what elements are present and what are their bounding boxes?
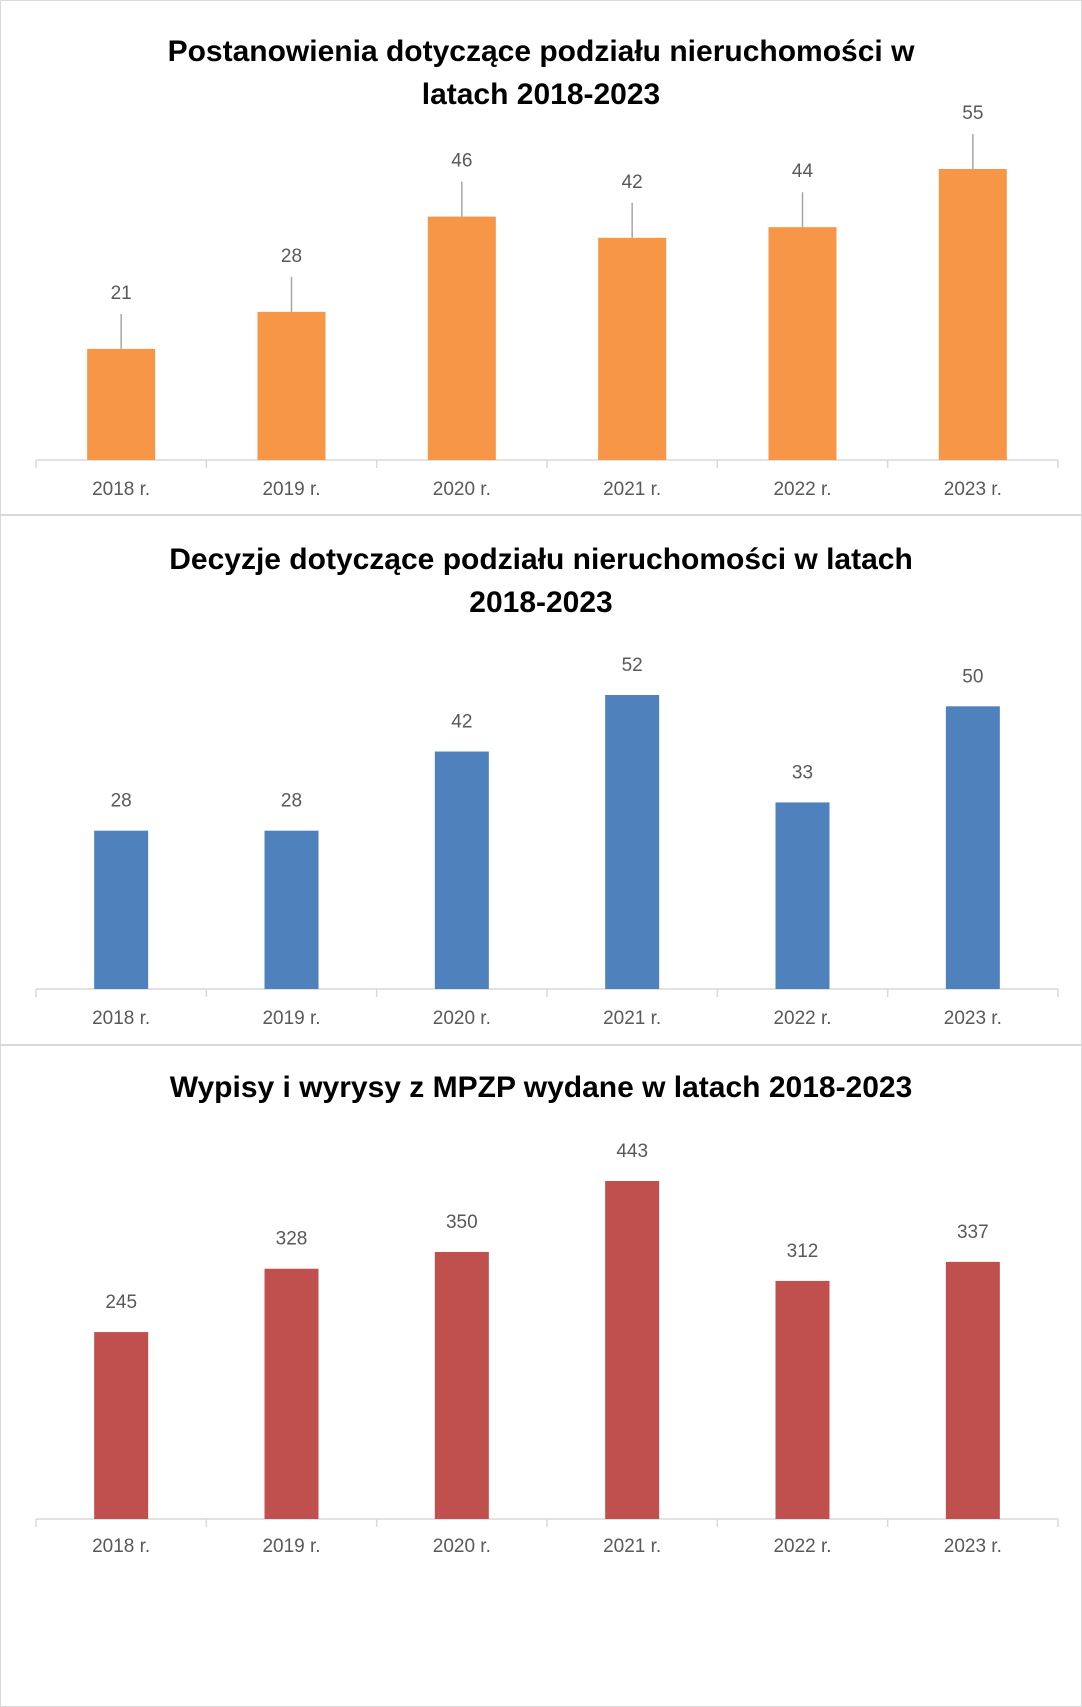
x-tick-label: 2021 r. [603,1536,661,1557]
x-tick-label: 2021 r. [603,1008,661,1029]
bar [605,1181,660,1519]
bar [945,1261,1000,1519]
bar [938,169,1007,460]
panel-border [0,1045,1082,1707]
bar [775,1280,830,1519]
data-label: 52 [622,655,643,676]
x-tick-label: 2020 r. [433,1536,491,1557]
data-label: 33 [792,762,813,783]
x-tick-label: 2019 r. [262,479,320,500]
bar [427,216,496,460]
bar [598,237,667,460]
x-tick-label: 2022 r. [773,1536,831,1557]
x-tick-label: 2020 r. [433,479,491,500]
data-label: 350 [446,1212,478,1233]
chart-title: Postanowienia dotyczące podziału nieruch… [167,35,915,111]
data-label: 46 [451,151,472,172]
bar [434,751,489,989]
bar [87,348,156,460]
data-label: 55 [962,103,983,124]
chart-title: Decyzje dotyczące podziału nieruchomości… [169,543,913,619]
bar [94,830,149,989]
x-tick-label: 2021 r. [603,479,661,500]
x-tick-label: 2023 r. [944,1008,1002,1029]
data-label: 28 [281,246,302,267]
bar [257,311,326,460]
data-label: 337 [957,1222,989,1243]
x-tick-label: 2019 r. [262,1536,320,1557]
bar [775,802,830,989]
bar [264,1268,319,1519]
bar [768,227,837,460]
x-tick-label: 2022 r. [773,479,831,500]
x-tick-label: 2018 r. [92,1536,150,1557]
bar [94,1332,149,1519]
data-label: 443 [616,1141,648,1162]
x-tick-label: 2020 r. [433,1008,491,1029]
data-label: 312 [787,1241,819,1262]
chart-title: Wypisy i wyrysy z MPZP wydane w latach 2… [169,1071,913,1104]
data-label: 28 [111,791,132,812]
data-label: 42 [622,172,643,193]
x-tick-label: 2018 r. [92,479,150,500]
x-tick-label: 2023 r. [944,1536,1002,1557]
data-label: 328 [276,1229,308,1250]
x-tick-label: 2022 r. [773,1008,831,1029]
bar [605,695,660,989]
data-label: 21 [111,283,132,304]
data-label: 44 [792,161,814,182]
data-label: 28 [281,791,302,812]
bar [434,1251,489,1519]
data-label: 245 [105,1292,137,1313]
x-tick-label: 2018 r. [92,1008,150,1029]
data-label: 50 [962,666,983,687]
data-label: 42 [451,712,472,733]
x-tick-label: 2023 r. [944,479,1002,500]
bar [945,706,1000,989]
x-tick-label: 2019 r. [262,1008,320,1029]
bar [264,830,319,989]
